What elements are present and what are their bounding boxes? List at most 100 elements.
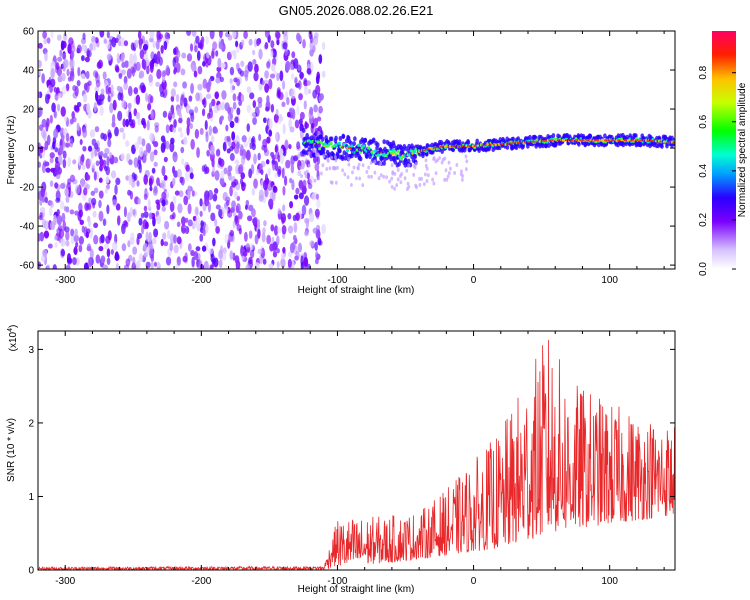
spectrogram-noise-cell (115, 177, 121, 186)
spectrogram-noise-cell (91, 162, 96, 169)
spectrogram-noise-cell (232, 93, 237, 102)
spectrogram-halo-cell (341, 168, 345, 173)
spectrogram-noise-cell (303, 100, 307, 110)
spectrogram-noise-cell (143, 193, 148, 201)
spectrogram-signal-cell (412, 153, 417, 159)
spectrogram-noise-cell (214, 218, 218, 227)
spectrogram-noise-cell (146, 247, 150, 256)
spectrogram-noise-cell (217, 157, 222, 166)
spectrogram-halo-cell (330, 155, 333, 160)
spectrogram-noise-cell (178, 190, 184, 198)
spectrogram-noise-cell (49, 152, 55, 159)
spectrogram-halo-cell (377, 176, 381, 181)
spectrogram-noise-cell (199, 210, 203, 217)
spectrogram-noise-cell (314, 37, 318, 46)
spectrogram-noise-cell (291, 51, 296, 59)
spectrogram-noise-cell (218, 31, 223, 39)
spectrogram-noise-cell (169, 214, 174, 220)
spectrogram-ytick-label: 20 (23, 105, 35, 116)
spectrogram-signal-core (396, 149, 400, 153)
spectrogram-halo-cell (431, 177, 435, 182)
spectrogram-noise-cell (87, 145, 93, 152)
spectrogram-noise-cell (197, 83, 203, 91)
spectrogram-noise-cell (40, 187, 45, 198)
spectrogram-noise-cell (164, 220, 170, 230)
spectrogram-noise-cell (121, 69, 126, 75)
spectrogram-noise-cell (161, 191, 167, 200)
spectrogram-signal-cell (353, 136, 357, 142)
spectrogram-halo-cell (361, 183, 365, 188)
spectrogram-noise-cell (293, 57, 299, 69)
spectrogram-signal-cell (341, 134, 346, 140)
spectrogram-halo-cell (358, 176, 362, 181)
spectrogram-halo-cell (369, 160, 373, 165)
spectrogram-signal-cell (321, 146, 326, 152)
spectrogram-ytick-label: 60 (23, 27, 35, 38)
spectrogram-noise-cell (102, 264, 108, 269)
spectrogram-noise-cell (57, 56, 63, 62)
spectrogram-signal-cell (477, 148, 481, 154)
spectrogram-noise-cell (72, 159, 77, 165)
spectrogram-noise-cell (268, 263, 274, 269)
spectrogram-signal-cell (440, 148, 445, 154)
spectrogram-noise-cell (179, 176, 184, 184)
spectrogram-noise-cell (215, 204, 221, 210)
spectrogram-halo-cell (460, 169, 463, 174)
spectrogram-noise-cell (204, 195, 210, 207)
spectrogram-noise-cell (143, 211, 149, 219)
spectrogram-noise-cell (114, 126, 119, 137)
spectrogram-noise-cell (251, 188, 256, 196)
spectrogram-noise-cell (281, 225, 287, 235)
spectrogram-noise-cell (150, 261, 154, 269)
spectrogram-noise-cell (145, 231, 149, 242)
spectrogram-noise-cell (127, 211, 131, 223)
spectrogram-noise-cell (287, 225, 294, 234)
spectrogram-noise-cell (42, 249, 48, 257)
spectrogram-noise-cell (81, 225, 85, 233)
spectrogram-noise-cell (139, 49, 145, 60)
spectrogram-noise-cell (298, 118, 303, 125)
spectrogram-noise-cell (78, 236, 84, 245)
spectrogram-noise-cell (236, 141, 240, 149)
spectrogram-noise-cell (190, 250, 195, 257)
spectrogram-noise-cell (201, 245, 207, 252)
spectrogram-noise-cell (252, 116, 257, 126)
spectrogram-noise-cell (111, 113, 116, 125)
spectrogram-noise-cell (259, 163, 263, 171)
spectrogram-noise-cell (246, 123, 251, 133)
spectrogram-noise-cell (276, 235, 280, 246)
spectrogram-halo-cell (361, 163, 365, 168)
spectrogram-noise-cell (234, 159, 240, 165)
spectrogram-signal-cell (404, 146, 409, 152)
spectrogram-noise-cell (248, 38, 253, 46)
spectrogram-noise-cell (264, 70, 269, 79)
spectrogram-noise-cell (240, 154, 246, 166)
spectrogram-signal-core (357, 143, 361, 147)
spectrogram-noise-cell (258, 48, 263, 60)
spectrogram-halo-cell (393, 171, 397, 176)
spectrogram-noise-cell (56, 34, 62, 42)
spectrogram-noise-cell (120, 53, 125, 63)
spectrogram-noise-cell (152, 216, 156, 227)
spectrogram-noise-cell (262, 258, 267, 265)
spectrogram-noise-cell (304, 121, 308, 130)
spectrogram-noise-cell (119, 127, 125, 133)
spectrogram-noise-cell (251, 143, 256, 151)
spectrogram-halo-cell (432, 157, 435, 162)
spectrogram-noise-cell (176, 107, 182, 116)
spectrogram-noise-cell (161, 206, 166, 212)
spectrogram-noise-cell (202, 227, 206, 237)
spectrogram-noise-cell (121, 61, 126, 69)
spectrogram-noise-cell (232, 252, 236, 261)
spectrogram-noise-cell (311, 193, 316, 201)
spectrogram-noise-cell (90, 148, 94, 159)
spectrogram-noise-cell (153, 141, 159, 148)
spectrogram-noise-cell (190, 138, 195, 150)
spectrogram-noise-cell (318, 105, 323, 114)
spectrogram-noise-cell (224, 102, 230, 112)
spectrogram-noise-cell (277, 208, 281, 215)
spectrogram-noise-cell (312, 155, 317, 164)
spectrogram-noise-cell (181, 52, 187, 59)
spectrogram-noise-cell (138, 253, 144, 263)
spectrogram-noise-cell (161, 199, 166, 207)
